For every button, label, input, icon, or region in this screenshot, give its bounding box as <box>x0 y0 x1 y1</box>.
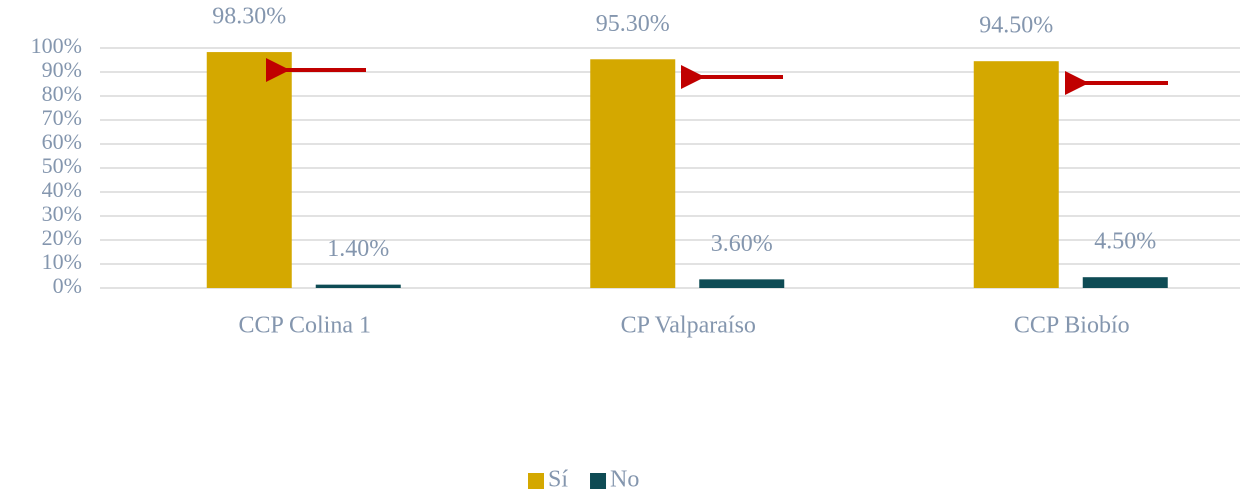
bar <box>1082 277 1168 288</box>
value-label: 94.50% <box>979 13 1053 39</box>
y-tick-label: 0% <box>53 273 82 298</box>
y-tick-label: 40% <box>42 177 82 202</box>
x-tick-label: CCP Colina 1 <box>239 313 371 339</box>
value-label: 3.60% <box>711 231 773 257</box>
y-tick-label: 50% <box>42 153 82 178</box>
bar <box>206 52 292 288</box>
bar <box>973 61 1059 289</box>
y-tick-label: 20% <box>42 225 82 250</box>
x-tick-label: CCP Biobío <box>1014 313 1130 339</box>
arrows <box>266 58 1168 95</box>
y-tick-label: 30% <box>42 201 82 226</box>
legend-swatch <box>590 473 607 489</box>
bar <box>699 279 785 288</box>
value-label: 4.50% <box>1094 229 1156 255</box>
value-label: 98.30% <box>212 4 286 30</box>
bar <box>315 284 401 288</box>
y-tick-label: 70% <box>42 105 82 130</box>
y-tick-label: 10% <box>42 249 82 274</box>
y-tick-label: 80% <box>42 81 82 106</box>
legend-label: Sí <box>548 467 568 491</box>
y-tick-label: 100% <box>31 33 82 58</box>
y-tick-label: 60% <box>42 129 82 154</box>
value-label: 95.30% <box>596 11 670 37</box>
legend-label: No <box>610 467 639 491</box>
x-tick-label: CP Valparaíso <box>621 313 756 339</box>
legend-swatch <box>528 473 544 489</box>
value-label: 1.40% <box>327 236 389 262</box>
bar <box>590 59 676 288</box>
plot: 0%10%20%30%40%50%60%70%80%90%100% CCP Col… <box>31 4 1240 491</box>
y-tick-label: 90% <box>42 57 82 82</box>
